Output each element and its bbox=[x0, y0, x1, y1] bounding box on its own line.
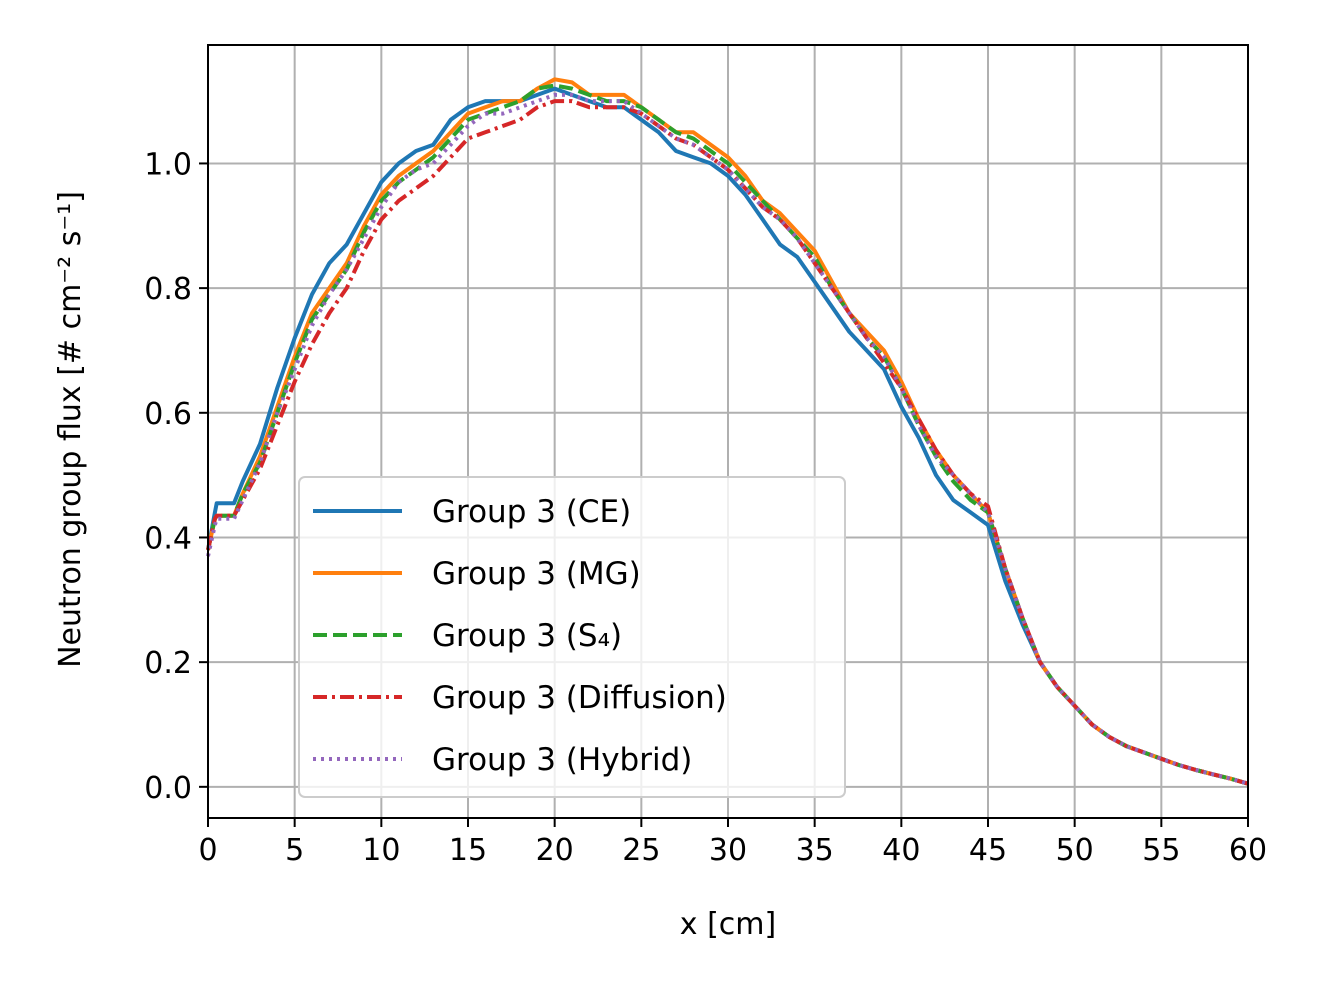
series-line-3 bbox=[206, 83, 1249, 786]
legend-box bbox=[298, 476, 846, 798]
x-tick-label: 15 bbox=[449, 833, 487, 868]
x-tick-label: 30 bbox=[709, 833, 747, 868]
series-lines bbox=[206, 77, 1249, 786]
y-tick-label: 0.2 bbox=[144, 646, 192, 681]
y-tick-label: 0.6 bbox=[144, 397, 192, 432]
y-tick-label: 0.0 bbox=[144, 771, 192, 806]
legend-label: Group 3 (S₄) bbox=[432, 618, 622, 654]
legend-label: Group 3 (MG) bbox=[432, 556, 641, 592]
y-axis-title: Neutron group flux [# cm⁻² s⁻¹] bbox=[53, 191, 88, 668]
x-tick-label: 20 bbox=[536, 833, 574, 868]
x-tick-label: 25 bbox=[622, 833, 660, 868]
x-tick-label: 10 bbox=[362, 833, 400, 868]
legend-label: Group 3 (Hybrid) bbox=[432, 742, 692, 778]
x-tick-label: 55 bbox=[1142, 833, 1180, 868]
x-axis-title: x [cm] bbox=[680, 907, 776, 942]
legend: Group 3 (CE) Group 3 (MG) Group 3 (S₄) Grou… bbox=[298, 476, 846, 798]
x-tick-label: 50 bbox=[1056, 833, 1094, 868]
x-tick-label: 45 bbox=[969, 833, 1007, 868]
x-tick-label: 5 bbox=[285, 833, 304, 868]
y-tick-label: 1.0 bbox=[144, 147, 192, 182]
legend-label: Group 3 (CE) bbox=[432, 494, 631, 530]
axis-ticks: 0 5 10 15 20 25 30 35 40 45 50 55 60 0.0 0.2 0.4 0.6 0.8 1… bbox=[144, 147, 1267, 868]
legend-label: Group 3 (Diffusion) bbox=[432, 680, 727, 716]
x-tick-label: 0 bbox=[198, 833, 217, 868]
x-tick-label: 60 bbox=[1229, 833, 1267, 868]
y-tick-label: 0.4 bbox=[144, 521, 192, 556]
y-tick-label: 0.8 bbox=[144, 272, 192, 307]
x-tick-label: 40 bbox=[882, 833, 920, 868]
x-tick-label: 35 bbox=[796, 833, 834, 868]
series-line-4 bbox=[206, 99, 1249, 786]
